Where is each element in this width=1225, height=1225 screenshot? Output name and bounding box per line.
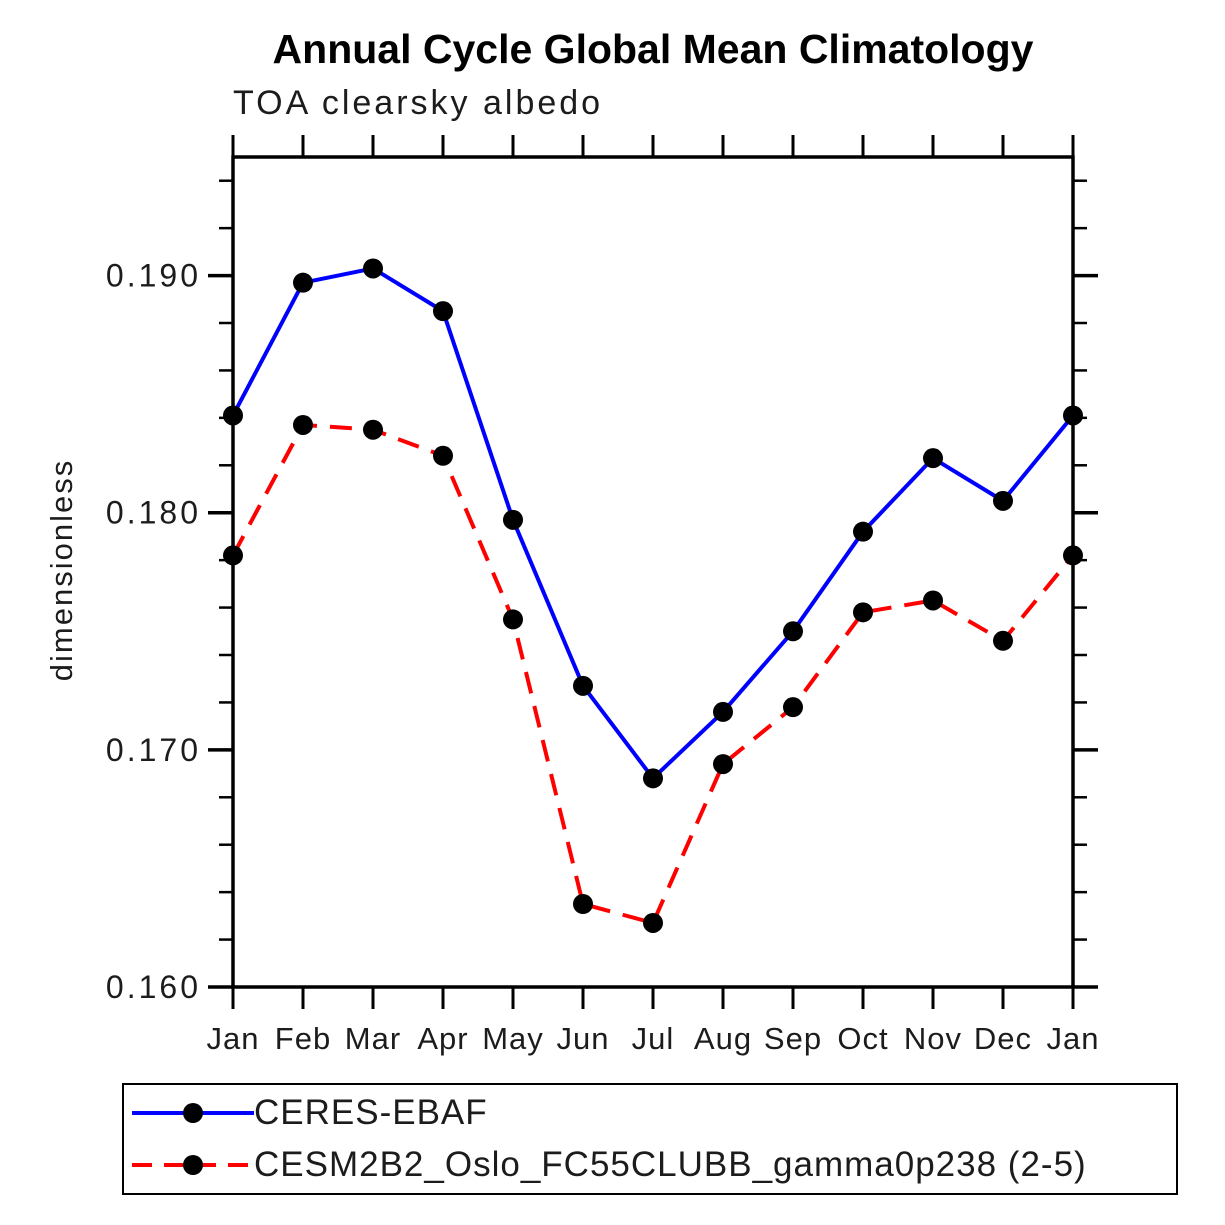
x-tick-label: Jun (557, 1021, 610, 1056)
data-point-marker (643, 912, 663, 933)
x-tick-label: Feb (275, 1021, 331, 1056)
legend-label: CERES-EBAF (254, 1093, 488, 1132)
data-point-marker (783, 697, 803, 718)
y-tick-label: 0.180 (106, 495, 201, 531)
x-tick-label: Sep (764, 1021, 822, 1056)
chart-subtitle: TOA clearsky albedo (233, 84, 604, 122)
data-point-marker (223, 545, 243, 566)
data-point-marker (993, 630, 1013, 651)
legend-label: CESM2B2_Oslo_FC55CLUBB_gamma0p238 (2-5) (254, 1145, 1087, 1184)
data-point-marker (293, 414, 313, 435)
data-point-marker (573, 675, 593, 696)
x-tick-label: Apr (417, 1021, 468, 1056)
x-tick-label: Jul (632, 1021, 675, 1056)
chart-title: Annual Cycle Global Mean Climatology (272, 26, 1034, 72)
legend-line-swatch (132, 1103, 254, 1123)
data-point-marker (503, 609, 523, 630)
y-tick-label: 0.170 (106, 732, 201, 768)
data-point-marker (713, 701, 733, 722)
x-tick-label: Nov (904, 1021, 962, 1056)
data-point-marker (293, 272, 313, 293)
data-point-marker (433, 301, 453, 322)
data-point-marker (783, 621, 803, 642)
legend-entry: CERES-EBAF (130, 1087, 1176, 1139)
data-point-marker (923, 448, 943, 469)
data-point-marker (433, 445, 453, 466)
x-tick-label: Mar (345, 1021, 401, 1056)
data-point-marker (713, 754, 733, 775)
x-tick-label: Jan (1047, 1021, 1100, 1056)
data-point-marker (503, 509, 523, 530)
data-point-marker (363, 419, 383, 440)
data-point-marker (853, 521, 873, 542)
data-point-marker (853, 602, 873, 623)
data-point-marker (573, 894, 593, 914)
series-line (231, 266, 1075, 781)
legend-entry: CESM2B2_Oslo_FC55CLUBB_gamma0p238 (2-5) (130, 1139, 1176, 1191)
x-tick-label: Dec (974, 1021, 1032, 1056)
data-point-marker (993, 490, 1013, 511)
series-line (231, 422, 1075, 925)
legend-marker-icon (183, 1155, 203, 1175)
y-tick-label: 0.190 (106, 258, 201, 294)
legend-marker-icon (183, 1103, 203, 1123)
x-tick-label: May (482, 1021, 544, 1056)
x-tick-label: Jan (207, 1021, 260, 1056)
data-point-marker (363, 258, 383, 279)
data-point-marker (1063, 545, 1083, 566)
plot-frame (231, 155, 1075, 989)
x-tick-label: Aug (694, 1021, 752, 1056)
x-tick-label: Oct (837, 1021, 888, 1056)
data-point-marker (223, 405, 243, 426)
legend-line-swatch (132, 1155, 254, 1175)
data-point-marker (1063, 405, 1083, 426)
legend: CERES-EBAF CESM2B2_Oslo_FC55CLUBB_gamma0p… (122, 1083, 1178, 1195)
data-point-marker (923, 590, 943, 611)
y-tick-label: 0.160 (106, 969, 201, 1005)
data-point-marker (643, 768, 663, 789)
